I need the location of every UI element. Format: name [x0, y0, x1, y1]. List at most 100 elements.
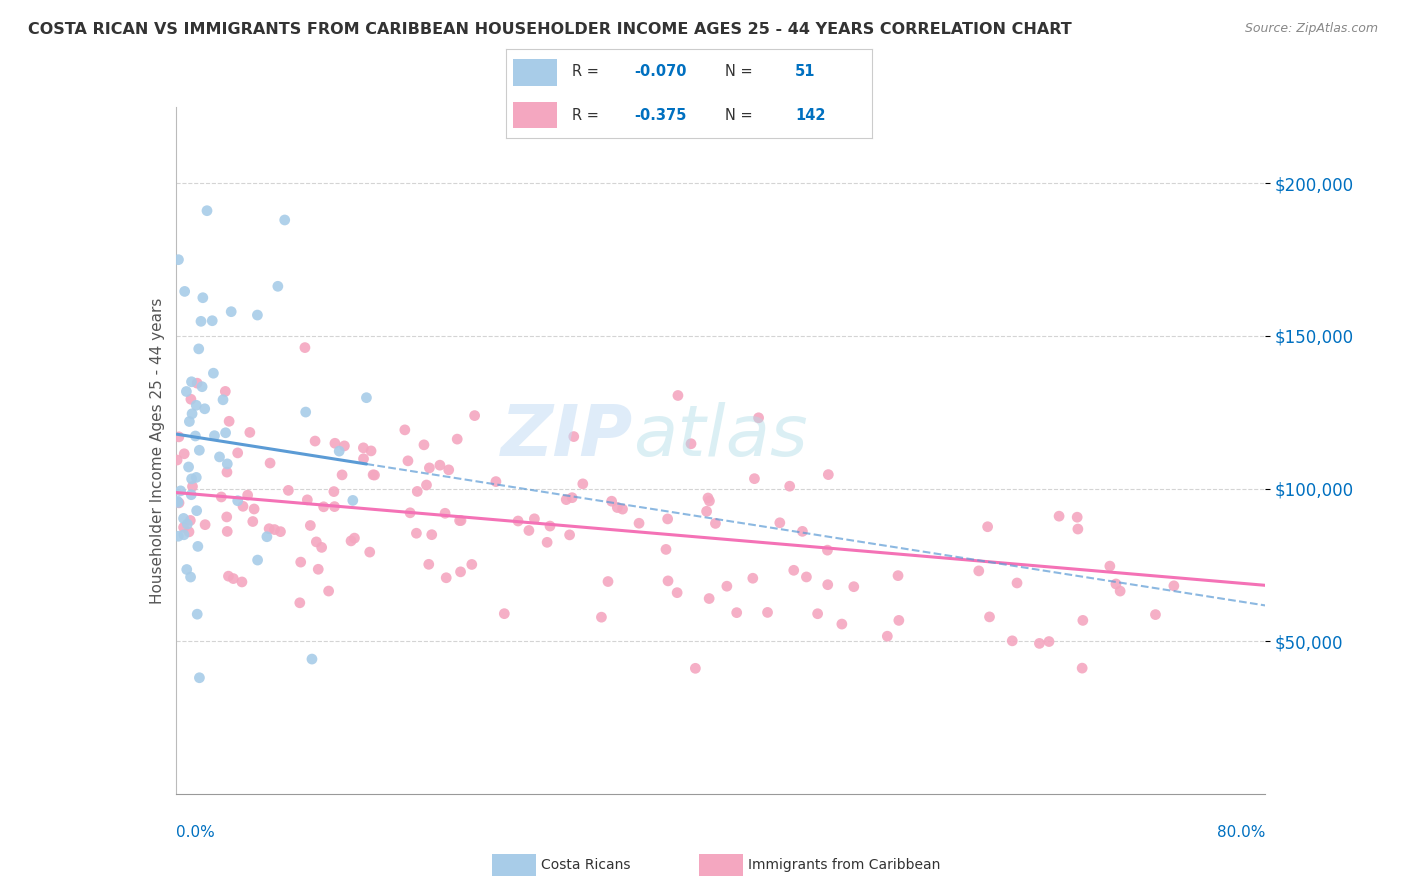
Point	[312, 500, 335, 514]
Point	[1098, 559, 1121, 574]
Text: atlas: atlas	[633, 402, 808, 471]
Point	[204, 428, 226, 442]
Text: ZIP: ZIP	[501, 402, 633, 471]
Point	[1047, 509, 1070, 524]
Point	[180, 570, 202, 584]
Point	[523, 512, 546, 526]
Point	[246, 553, 269, 567]
Point	[328, 444, 350, 458]
Point	[429, 458, 451, 473]
Point	[194, 401, 217, 416]
Point	[305, 535, 328, 549]
Point	[288, 596, 311, 610]
Point	[434, 506, 457, 520]
Point	[173, 447, 195, 461]
Text: Costa Ricans: Costa Ricans	[541, 858, 631, 872]
Point	[657, 574, 679, 588]
Point	[176, 562, 198, 576]
Point	[226, 493, 249, 508]
Point	[979, 610, 1001, 624]
Point	[173, 511, 195, 525]
Y-axis label: Householder Income Ages 25 - 44 years: Householder Income Ages 25 - 44 years	[149, 297, 165, 604]
Point	[217, 569, 239, 583]
Point	[591, 610, 613, 624]
Point	[166, 453, 188, 467]
Point	[485, 475, 508, 489]
Point	[769, 516, 792, 530]
Point	[277, 483, 299, 498]
Point	[450, 514, 472, 528]
Point	[180, 375, 202, 389]
Point	[399, 506, 422, 520]
Point	[187, 342, 209, 356]
Point	[405, 526, 427, 541]
FancyBboxPatch shape	[699, 855, 742, 876]
Point	[697, 491, 720, 505]
Point	[363, 468, 385, 483]
Point	[1028, 636, 1050, 650]
Point	[333, 439, 356, 453]
Text: R =: R =	[572, 108, 603, 122]
Text: Source: ZipAtlas.com: Source: ZipAtlas.com	[1244, 22, 1378, 36]
FancyBboxPatch shape	[513, 59, 557, 86]
Text: Immigrants from Caribbean: Immigrants from Caribbean	[748, 858, 941, 872]
Point	[176, 517, 198, 532]
Point	[1109, 584, 1132, 599]
Point	[679, 436, 702, 450]
Point	[1038, 634, 1060, 648]
Point	[219, 304, 242, 318]
Point	[187, 540, 209, 554]
Point	[201, 314, 224, 328]
Text: N =: N =	[725, 64, 758, 78]
Point	[342, 493, 364, 508]
Point	[356, 391, 378, 405]
Point	[232, 500, 254, 514]
Point	[236, 488, 259, 502]
Point	[506, 514, 529, 528]
Point	[181, 479, 204, 493]
Point	[191, 380, 214, 394]
Point	[657, 512, 679, 526]
Point	[434, 571, 457, 585]
Point	[796, 570, 818, 584]
Point	[394, 423, 416, 437]
Point	[353, 451, 375, 466]
Point	[748, 410, 770, 425]
Point	[186, 470, 208, 484]
Point	[1066, 510, 1088, 524]
Point	[274, 213, 297, 227]
Point	[218, 414, 240, 428]
Point	[842, 580, 865, 594]
Point	[208, 450, 231, 464]
Point	[655, 542, 678, 557]
Point	[311, 541, 333, 555]
Point	[166, 494, 188, 508]
Point	[418, 461, 440, 475]
Point	[420, 527, 443, 541]
Point	[464, 409, 486, 423]
Point	[741, 571, 763, 585]
Point	[179, 513, 201, 527]
Text: -0.375: -0.375	[634, 108, 686, 122]
Point	[666, 388, 689, 402]
Point	[263, 523, 285, 537]
Point	[173, 285, 195, 299]
FancyBboxPatch shape	[513, 102, 557, 128]
Point	[215, 510, 238, 524]
Point	[817, 467, 839, 482]
Point	[169, 483, 191, 498]
Point	[756, 606, 779, 620]
Point	[194, 517, 217, 532]
Text: N =: N =	[725, 108, 758, 122]
Text: 142: 142	[794, 108, 825, 122]
Point	[779, 479, 801, 493]
Point	[214, 384, 236, 399]
Point	[243, 502, 266, 516]
Point	[215, 465, 238, 479]
Point	[323, 436, 346, 450]
Point	[269, 524, 291, 539]
Point	[1067, 522, 1090, 536]
Point	[186, 398, 208, 412]
Point	[231, 574, 253, 589]
Point	[242, 515, 264, 529]
